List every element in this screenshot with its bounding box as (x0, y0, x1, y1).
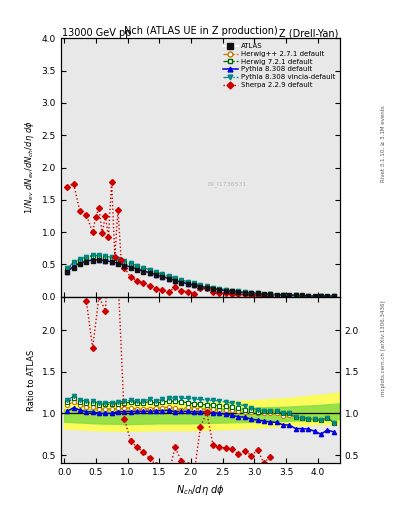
Text: Z (Drell-Yan): Z (Drell-Yan) (279, 28, 339, 38)
Text: Rivet 3.1.10, ≥ 3.1M events: Rivet 3.1.10, ≥ 3.1M events (381, 105, 386, 182)
X-axis label: $N_{ch}/d\eta\ d\phi$: $N_{ch}/d\eta\ d\phi$ (176, 483, 225, 497)
Legend: ATLAS, Herwig++ 2.7.1 default, Herwig 7.2.1 default, Pythia 8.308 default, Pythi: ATLAS, Herwig++ 2.7.1 default, Herwig 7.… (221, 42, 336, 89)
Y-axis label: $1/N_{ev}\ dN_{ev}/dN_{ch}/d\eta\ d\phi$: $1/N_{ev}\ dN_{ev}/dN_{ch}/d\eta\ d\phi$ (23, 121, 36, 215)
Text: 19_I1736531: 19_I1736531 (206, 182, 246, 187)
Y-axis label: Ratio to ATLAS: Ratio to ATLAS (27, 349, 36, 411)
Text: 13000 GeV pp: 13000 GeV pp (62, 28, 132, 38)
Text: mcplots.cern.ch [arXiv:1306.3436]: mcplots.cern.ch [arXiv:1306.3436] (381, 301, 386, 396)
Title: Nch (ATLAS UE in Z production): Nch (ATLAS UE in Z production) (123, 26, 277, 36)
